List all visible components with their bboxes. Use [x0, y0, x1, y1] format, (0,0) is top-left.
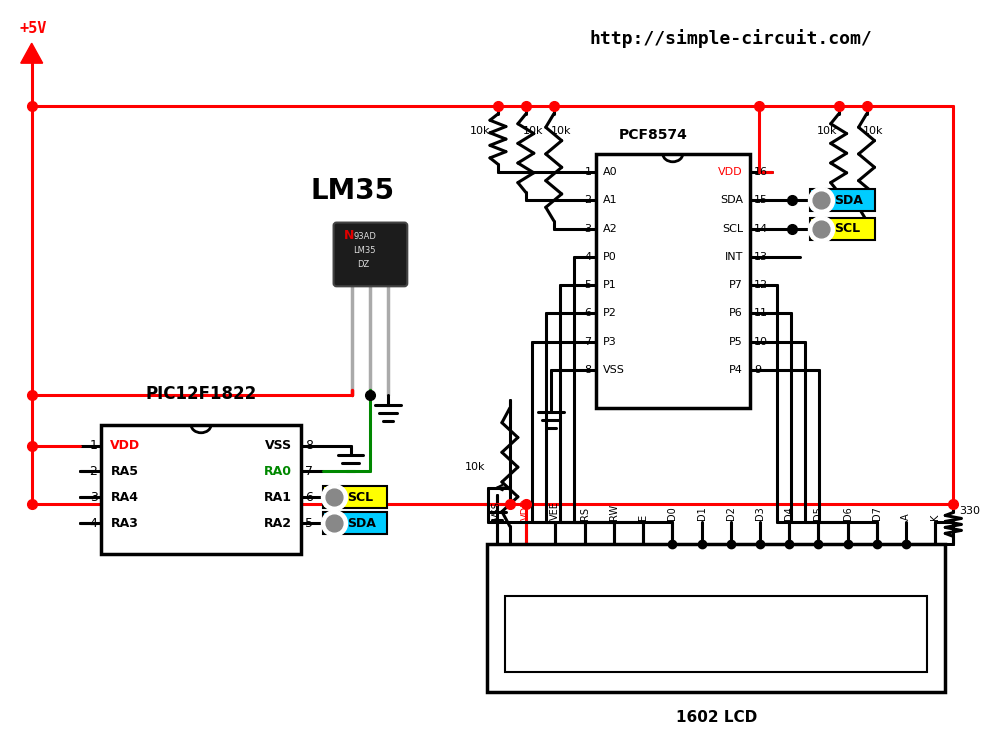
Text: LM35: LM35	[310, 177, 395, 205]
Text: INT: INT	[725, 252, 743, 262]
Text: 8: 8	[584, 365, 592, 374]
Text: D1: D1	[696, 507, 706, 520]
Text: P5: P5	[729, 337, 743, 346]
Text: D3: D3	[755, 507, 765, 520]
Text: RA1: RA1	[264, 491, 292, 504]
Text: 13: 13	[754, 252, 768, 262]
Text: RA4: RA4	[110, 491, 139, 504]
Text: VEE: VEE	[551, 502, 560, 520]
Text: 5: 5	[304, 517, 312, 530]
Text: 10k: 10k	[465, 462, 486, 471]
Bar	[810, 218, 875, 240]
Text: 2: 2	[90, 465, 98, 478]
Text: VSS: VSS	[265, 439, 292, 452]
Text: SCL: SCL	[834, 222, 860, 235]
Text: PIC12F1822: PIC12F1822	[146, 385, 257, 403]
Bar	[101, 425, 300, 554]
Text: A2: A2	[603, 223, 618, 234]
Polygon shape	[21, 43, 42, 63]
Text: D6: D6	[842, 507, 853, 520]
Text: RA5: RA5	[110, 465, 139, 478]
Text: P7: P7	[729, 280, 743, 290]
Text: A: A	[901, 514, 911, 520]
Text: RA2: RA2	[264, 517, 292, 530]
Text: N: N	[344, 229, 354, 243]
Text: P1: P1	[603, 280, 617, 290]
Text: DZ: DZ	[358, 260, 369, 269]
Text: 330: 330	[959, 506, 980, 517]
Text: RA0: RA0	[264, 465, 292, 478]
Text: 1: 1	[585, 167, 592, 177]
Bar	[810, 189, 875, 212]
Text: E: E	[638, 514, 648, 520]
Text: D4: D4	[784, 507, 794, 520]
Text: 10k: 10k	[817, 126, 837, 136]
Text: 8: 8	[304, 439, 312, 452]
Bar	[596, 154, 750, 408]
Text: VDD: VDD	[718, 167, 743, 177]
Text: http://simple-circuit.com/: http://simple-circuit.com/	[590, 30, 873, 48]
Text: P2: P2	[603, 309, 617, 318]
Bar	[323, 512, 387, 534]
Text: 1: 1	[90, 439, 98, 452]
Text: D2: D2	[726, 507, 736, 520]
Text: D7: D7	[872, 507, 882, 520]
Bar	[487, 545, 946, 692]
Text: 7: 7	[304, 465, 312, 478]
Text: 4: 4	[90, 517, 98, 530]
Text: 5: 5	[585, 280, 592, 290]
Text: D0: D0	[667, 507, 678, 520]
Text: VSS: VSS	[492, 502, 502, 520]
Text: 93AD: 93AD	[354, 232, 376, 241]
Text: LM35: LM35	[354, 246, 376, 255]
Text: VDD: VDD	[110, 439, 141, 452]
Text: VSS: VSS	[603, 365, 624, 374]
Text: 2: 2	[584, 195, 592, 206]
Text: 16: 16	[754, 167, 768, 177]
Text: A1: A1	[603, 195, 618, 206]
Text: 10k: 10k	[863, 126, 884, 136]
Bar	[323, 486, 387, 508]
Text: P0: P0	[603, 252, 617, 262]
Text: 15: 15	[754, 195, 768, 206]
Text: D5: D5	[814, 507, 823, 520]
Text: SCL: SCL	[722, 223, 743, 234]
Text: P3: P3	[603, 337, 617, 346]
Text: SCL: SCL	[347, 491, 373, 504]
Text: 10k: 10k	[523, 126, 544, 136]
Text: VDD: VDD	[521, 499, 531, 520]
Text: RS: RS	[579, 508, 590, 520]
Text: 14: 14	[754, 223, 768, 234]
Text: 10k: 10k	[470, 126, 491, 136]
Text: 10k: 10k	[551, 126, 571, 136]
FancyBboxPatch shape	[334, 223, 407, 286]
Text: 3: 3	[585, 223, 592, 234]
Text: SDA: SDA	[347, 517, 375, 530]
Text: RA3: RA3	[110, 517, 138, 530]
Text: 7: 7	[584, 337, 592, 346]
Text: 12: 12	[754, 280, 768, 290]
Text: +5V: +5V	[20, 21, 47, 36]
Text: A0: A0	[603, 167, 618, 177]
Text: 6: 6	[585, 309, 592, 318]
Text: 3: 3	[90, 491, 98, 504]
Text: K: K	[930, 514, 941, 520]
Text: 4: 4	[584, 252, 592, 262]
Text: 10: 10	[754, 337, 768, 346]
Text: P6: P6	[729, 309, 743, 318]
Text: 11: 11	[754, 309, 768, 318]
Text: P4: P4	[729, 365, 743, 374]
Text: SDA: SDA	[720, 195, 743, 206]
Bar	[505, 596, 927, 672]
Text: RW: RW	[609, 504, 619, 520]
Text: 1602 LCD: 1602 LCD	[676, 710, 756, 724]
Text: PCF8574: PCF8574	[619, 128, 688, 142]
Text: 9: 9	[754, 365, 761, 374]
Text: 6: 6	[304, 491, 312, 504]
Text: SDA: SDA	[834, 194, 863, 207]
